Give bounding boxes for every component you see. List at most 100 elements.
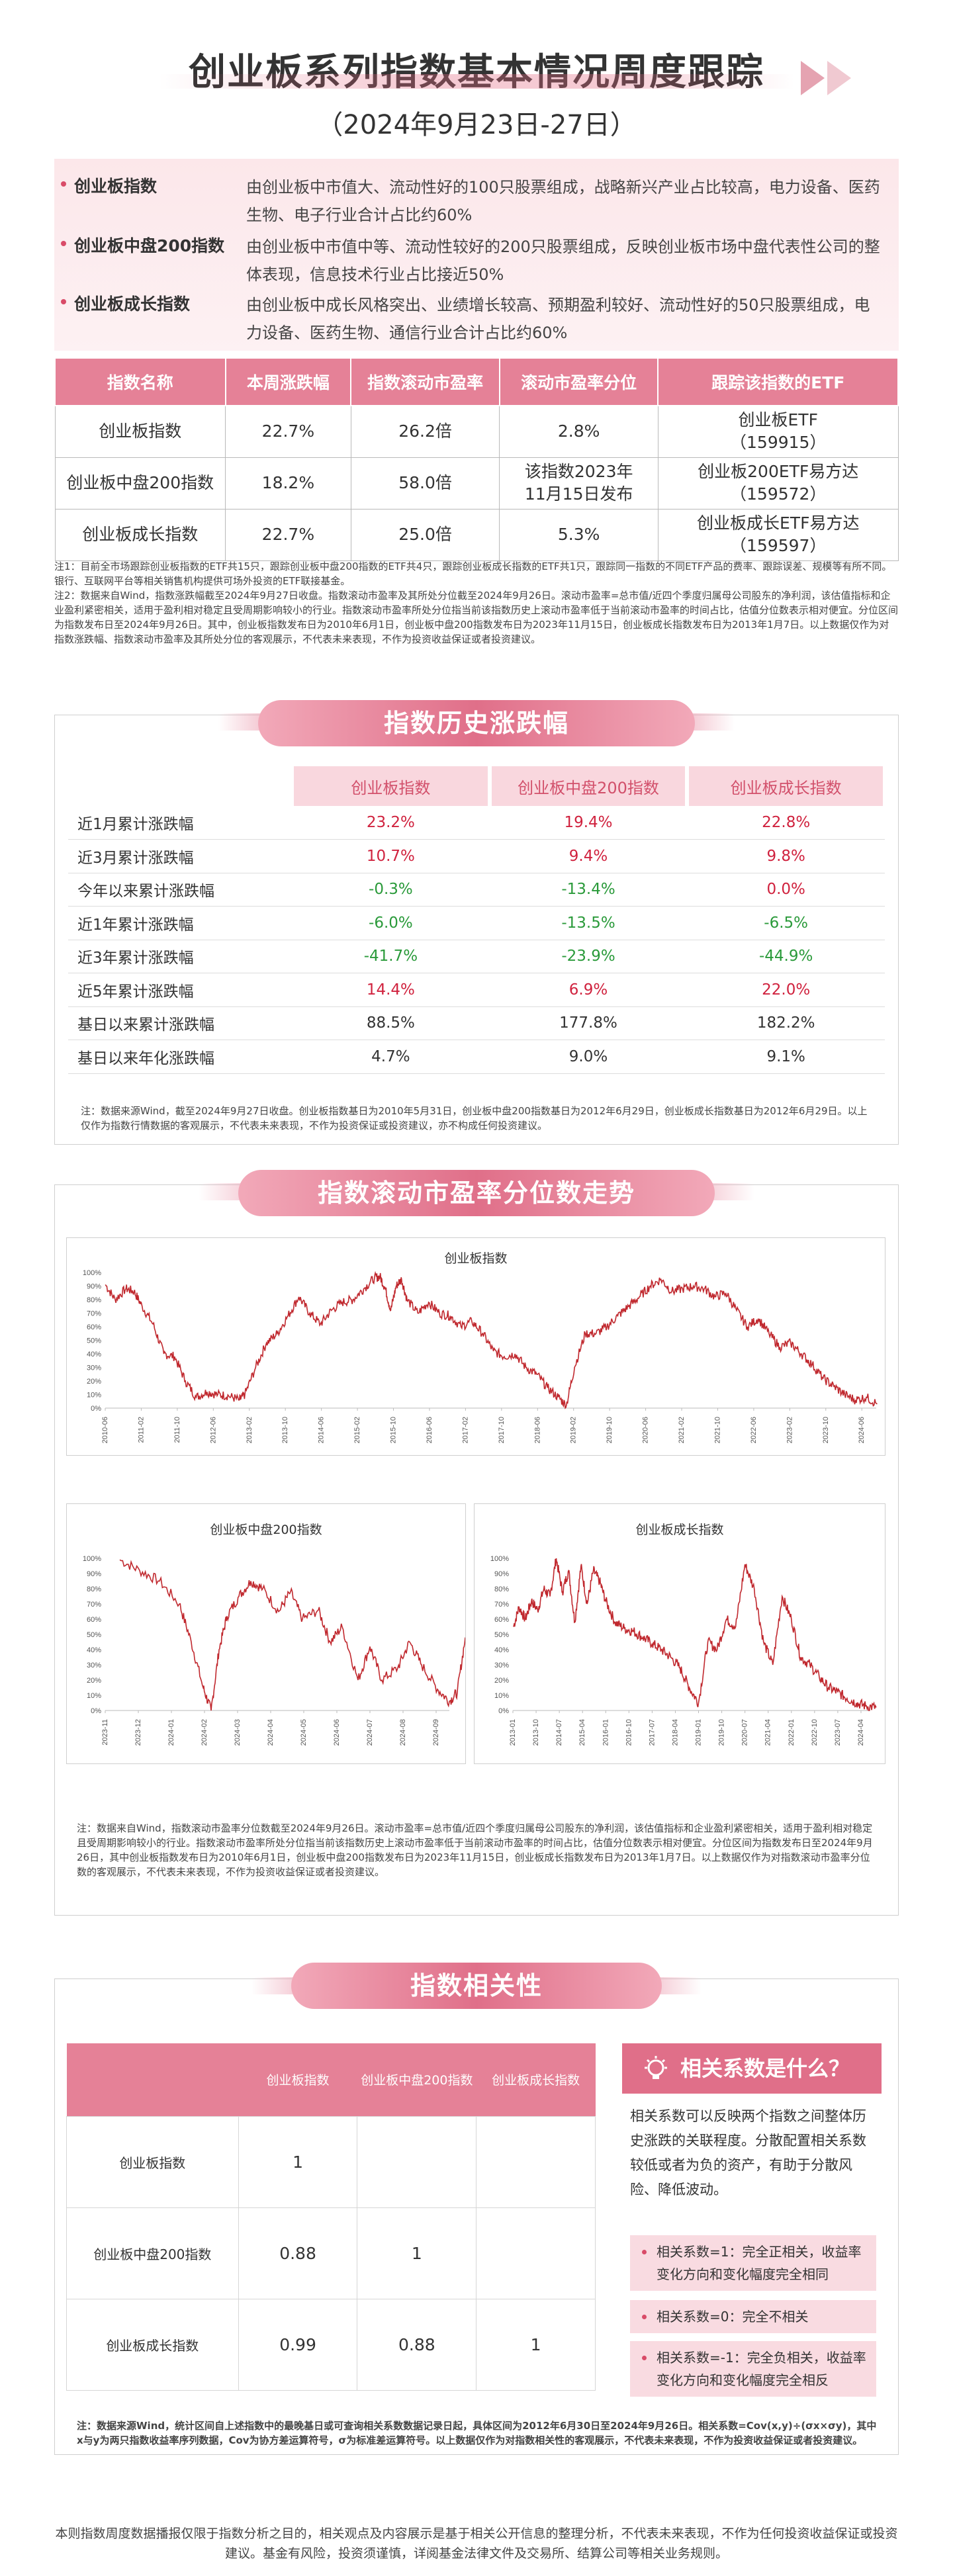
correlation-value: 1	[238, 2115, 358, 2208]
row-label: 基日以来年化涨跌幅	[68, 1040, 293, 1074]
y-tick-label: 100%	[490, 1555, 509, 1563]
table-header: 本周涨跌幅	[224, 357, 352, 406]
return-value: 19.4%	[489, 806, 688, 840]
y-tick-label: 0%	[91, 1707, 101, 1715]
x-tick-label: 2013-01	[509, 1719, 517, 1746]
return-value: -23.9%	[489, 940, 688, 973]
etf-name: 创业板成长ETF易方达	[697, 513, 860, 533]
table-header: 创业板中盘200指数	[357, 2043, 476, 2116]
return-value: -44.9%	[687, 940, 885, 973]
table-row: 创业板指数 1	[66, 2115, 596, 2208]
x-tick-label: 2011-02	[137, 1417, 145, 1443]
y-tick-label: 40%	[494, 1646, 509, 1654]
return-value: -6.0%	[292, 906, 490, 940]
return-value: -13.5%	[489, 906, 688, 940]
x-tick-label: 2024-07	[366, 1719, 374, 1746]
index-name: 创业板中盘200指数	[54, 457, 226, 510]
x-tick-label: 2024-08	[399, 1719, 407, 1746]
section-heading: 指数相关性	[291, 1963, 662, 2009]
y-tick-label: 60%	[87, 1323, 101, 1331]
return-value: 0.0%	[687, 873, 885, 907]
x-tick-label: 2024-06	[858, 1417, 866, 1443]
history-returns-table: 创业板指数 创业板中盘200指数 创业板成长指数 近1月累计涨跌幅 23.2% 19…	[66, 766, 887, 1074]
y-tick-label: 60%	[87, 1616, 101, 1624]
table-row: 近1月累计涨跌幅 23.2% 19.4% 22.8%	[68, 806, 885, 840]
x-tick-label: 2021-10	[713, 1417, 721, 1443]
y-tick-label: 90%	[87, 1570, 101, 1578]
correlation-value	[476, 2207, 596, 2299]
pe-percentile-line: 该指数2023年	[524, 462, 633, 481]
x-tick-label: 2019-10	[718, 1719, 726, 1746]
definition-heading: 相关系数是什么？	[622, 2043, 882, 2094]
row-label: 近3年累计涨跌幅	[68, 940, 293, 973]
intro-desc: 由创业板中市值中等、流动性较好的200只股票组成，反映创业板市场中盘代表性公司的…	[246, 238, 880, 284]
table-row: 创业板指数 22.7% 26.2倍 2.8% 创业板ETF （159915）	[54, 405, 899, 458]
x-tick-label: 2013-10	[281, 1417, 289, 1443]
disclaimer-footer: 本则指数周度数据播报仅限于指数分析之目的，相关观点及内容展示是基于相关公开信息的…	[55, 2526, 898, 2561]
page-title: 创业板系列指数基本情况周度跟踪	[189, 51, 764, 94]
x-tick-label: 2016-06	[426, 1417, 433, 1443]
table-row: 创业板成长指数 22.7% 25.0倍 5.3% 创业板成长ETF易方达 （159…	[54, 508, 899, 561]
pe-ratio: 26.2倍	[350, 405, 500, 458]
y-tick-label: 60%	[494, 1616, 509, 1624]
table-header: 滚动市盈率分位	[498, 357, 659, 406]
return-value: -0.3%	[292, 873, 490, 907]
etf-cell: 创业板成长ETF易方达 （159597）	[657, 508, 899, 561]
x-tick-label: 2023-12	[134, 1719, 142, 1746]
y-tick-label: 100%	[83, 1555, 101, 1563]
intro-desc: 由创业板中成长风格突出、业绩增长较高、预期盈利较好、流动性好的50只股票组成，电…	[246, 296, 870, 342]
line-chart-midcap200: 0% 10% 20% 30% 40% 50% 60% 70% 80% 90% 100% 2023-11…	[83, 1555, 465, 1746]
title-arrow-decoration	[827, 61, 851, 95]
intro-name: 创业板成长指数	[54, 291, 246, 347]
return-value: 22.8%	[687, 806, 885, 840]
x-tick-label: 2023-07	[834, 1719, 842, 1746]
y-tick-label: 10%	[87, 1692, 101, 1700]
correlation-value: 1	[476, 2298, 596, 2391]
y-tick-label: 50%	[87, 1631, 101, 1639]
y-tick-label: 80%	[87, 1296, 101, 1304]
index-summary-table: 指数名称 本周涨跌幅 指数滚动市盈率 滚动市盈率分位 跟踪该指数的ETF 创业板…	[54, 357, 899, 561]
table-header-empty	[66, 2043, 239, 2116]
x-tick-label: 2024-06	[333, 1719, 341, 1746]
return-value: 182.2%	[687, 1006, 885, 1040]
table-row: 创业板中盘200指数 0.88 1	[66, 2207, 596, 2299]
chart-panel-midcap200: 创业板中盘200指数 0% 10% 20% 30% 40% 50% 60% 70% 80% 90%…	[66, 1503, 466, 1764]
weekly-change: 18.2%	[225, 457, 351, 510]
etf-code: （159597）	[730, 536, 827, 555]
table-header: 指数名称	[54, 357, 226, 406]
x-tick-label: 2014-06	[318, 1417, 326, 1443]
return-value: 10.7%	[292, 839, 490, 873]
table-row: 近3年累计涨跌幅 -41.7% -23.9% -44.9%	[68, 940, 885, 973]
row-label: 近5年累计涨跌幅	[68, 973, 293, 1007]
row-label: 基日以来累计涨跌幅	[68, 1006, 293, 1040]
x-tick-label: 2021-04	[764, 1719, 772, 1746]
return-value: 9.0%	[489, 1040, 688, 1074]
x-tick-label: 2011-10	[173, 1417, 181, 1443]
etf-code: （159915）	[730, 433, 827, 453]
y-tick-label: 70%	[494, 1601, 509, 1609]
pe-ratio: 58.0倍	[350, 457, 500, 510]
correlation-footnote: 注：数据来源Wind，统计区间自上述指数中的最晚基日或可查询相关系数数据记录日起…	[77, 2420, 877, 2446]
page-subtitle: （2024年9月23日-27日）	[316, 110, 637, 140]
line-chart-chinext: 0% 10% 20% 30% 40% 50% 60% 70% 80% 90% 100% 2010-06…	[83, 1269, 878, 1443]
pe-percentile: 5.3%	[499, 508, 658, 561]
table-row: 今年以来累计涨跌幅 -0.3% -13.4% 0.0%	[68, 873, 885, 907]
table-header: 创业板指数	[290, 766, 492, 806]
x-tick-label: 2013-10	[532, 1719, 540, 1746]
x-tick-label: 2019-10	[606, 1417, 613, 1443]
y-tick-label: 20%	[87, 1378, 101, 1386]
table-row: 近5年累计涨跌幅 14.4% 6.9% 22.0%	[68, 973, 885, 1007]
table-header: 创业板中盘200指数	[487, 766, 690, 806]
x-tick-label: 2014-07	[555, 1719, 563, 1746]
row-header: 创业板指数	[66, 2115, 239, 2208]
pe-percentile-footnote: 注：数据来自Wind，指数滚动市盈率分位数截至2024年9月26日。滚动市盈率=…	[77, 1822, 873, 1878]
x-tick-label: 2023-02	[786, 1417, 794, 1443]
table-row: 创业板成长指数 0.99 0.88 1	[66, 2298, 596, 2391]
y-tick-label: 100%	[83, 1269, 101, 1277]
y-tick-label: 90%	[494, 1570, 509, 1578]
intro-desc: 由创业板中市值大、流动性好的100只股票组成，战略新兴产业占比较高，电力设备、医…	[246, 178, 880, 224]
definition-item: 相关系数=1：完全正相关，收益率变化方向和变化幅度完全相同	[630, 2235, 876, 2291]
y-tick-label: 80%	[494, 1585, 509, 1593]
x-tick-label: 2017-02	[461, 1417, 469, 1443]
definition-title: 相关系数是什么？	[680, 2056, 850, 2081]
